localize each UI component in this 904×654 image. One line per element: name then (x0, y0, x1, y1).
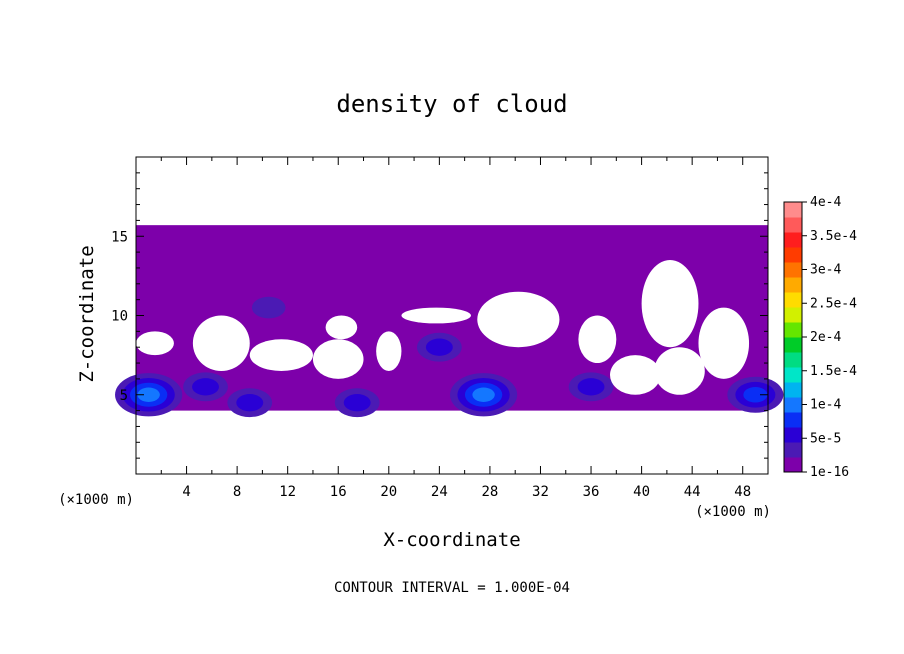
dense-core-5-level-2 (236, 394, 264, 412)
y-axis-label: Z-coordinate (76, 245, 98, 382)
colorbar-swatch (784, 442, 802, 458)
dense-core-2-level-4 (472, 387, 495, 402)
x-tick-label: 28 (481, 484, 498, 500)
colorbar-label: 1e-16 (810, 465, 849, 480)
clear-region-4 (325, 315, 358, 340)
dense-core-6-level-2 (343, 394, 371, 412)
x-tick-label: 48 (734, 484, 751, 500)
dense-core-4-level-2 (192, 378, 219, 396)
colorbar-swatch (784, 382, 802, 398)
clear-region-8 (578, 315, 617, 364)
x-tick-label: 12 (279, 484, 296, 500)
colorbar-label: 1e-4 (810, 398, 841, 413)
chart-title: density of cloud (336, 90, 567, 118)
colorbar-swatch (784, 337, 802, 353)
x-tick-label: 40 (633, 484, 650, 500)
clear-region-2 (249, 339, 313, 371)
colorbar-swatch (784, 352, 802, 368)
dense-core-7-level-2 (577, 378, 605, 396)
clear-region-10 (641, 260, 699, 348)
colorbar-swatch (784, 232, 802, 248)
colorbar-label: 2e-4 (810, 330, 841, 345)
colorbar-swatch (784, 457, 802, 473)
y-axis-ticks: 5 10 15 (111, 172, 768, 459)
x-tick-label: 44 (684, 484, 701, 500)
x-tick-label: 4 (182, 484, 190, 500)
clear-region-3 (312, 339, 364, 379)
colorbar-swatch (784, 202, 802, 218)
clear-region-0 (136, 331, 174, 356)
colorbar-swatch (784, 277, 802, 293)
colorbar-label: 5e-5 (810, 431, 841, 446)
x-tick-label: 36 (583, 484, 600, 500)
colorbar-swatch (784, 307, 802, 323)
x-unit-right: (×1000 m) (695, 504, 771, 520)
clear-region-7 (477, 291, 560, 348)
clear-region-11 (654, 347, 705, 395)
contour-fill-layer (115, 225, 784, 418)
clear-region-5 (376, 331, 402, 371)
x-tick-label: 16 (330, 484, 347, 500)
y-tick-label: 15 (111, 229, 128, 245)
colorbar-swatch (784, 262, 802, 278)
dense-core-3-level-4 (137, 387, 160, 402)
x-axis-ticks: 4 8 12 16 20 24 28 32 36 40 44 48 (160, 157, 751, 500)
colorbar-swatch (784, 412, 802, 428)
colorbar-swatch (784, 397, 802, 413)
x-tick-label: 20 (380, 484, 397, 500)
colorbar-swatch (784, 247, 802, 263)
colorbar-label: 2.5e-4 (810, 296, 857, 311)
clear-region-9 (610, 355, 661, 395)
clear-region-6 (401, 307, 471, 324)
dense-core-1-level-2 (425, 338, 453, 356)
colorbar-swatch (784, 322, 802, 338)
clear-region-12 (698, 307, 750, 379)
dense-core-0-level-1 (251, 296, 286, 319)
y-tick-label: 5 (120, 388, 128, 404)
dense-core-8-level-3 (743, 387, 768, 403)
x-tick-label: 8 (233, 484, 241, 500)
x-tick-label: 24 (431, 484, 448, 500)
colorbar-label: 3.5e-4 (810, 229, 857, 244)
x-unit-left: (×1000 m) (58, 492, 134, 508)
colorbar-swatch (784, 367, 802, 383)
colorbar-swatch (784, 217, 802, 233)
contour-interval-note: CONTOUR INTERVAL = 1.000E-04 (334, 580, 570, 596)
x-axis-label: X-coordinate (383, 529, 520, 551)
colorbar-label: 3e-4 (810, 263, 841, 278)
colorbar-swatch (784, 292, 802, 308)
colorbar-label: 1.5e-4 (810, 364, 857, 379)
colorbar-label: 4e-4 (810, 195, 841, 210)
clear-region-1 (192, 315, 250, 371)
colorbar-swatch (784, 427, 802, 443)
y-tick-label: 10 (111, 309, 128, 325)
x-tick-label: 32 (532, 484, 549, 500)
colorbar: 1e-16 5e-5 1e-4 1.5e-4 2e-4 2.5e-4 3e-4 3.5e-4 4… (783, 195, 857, 480)
